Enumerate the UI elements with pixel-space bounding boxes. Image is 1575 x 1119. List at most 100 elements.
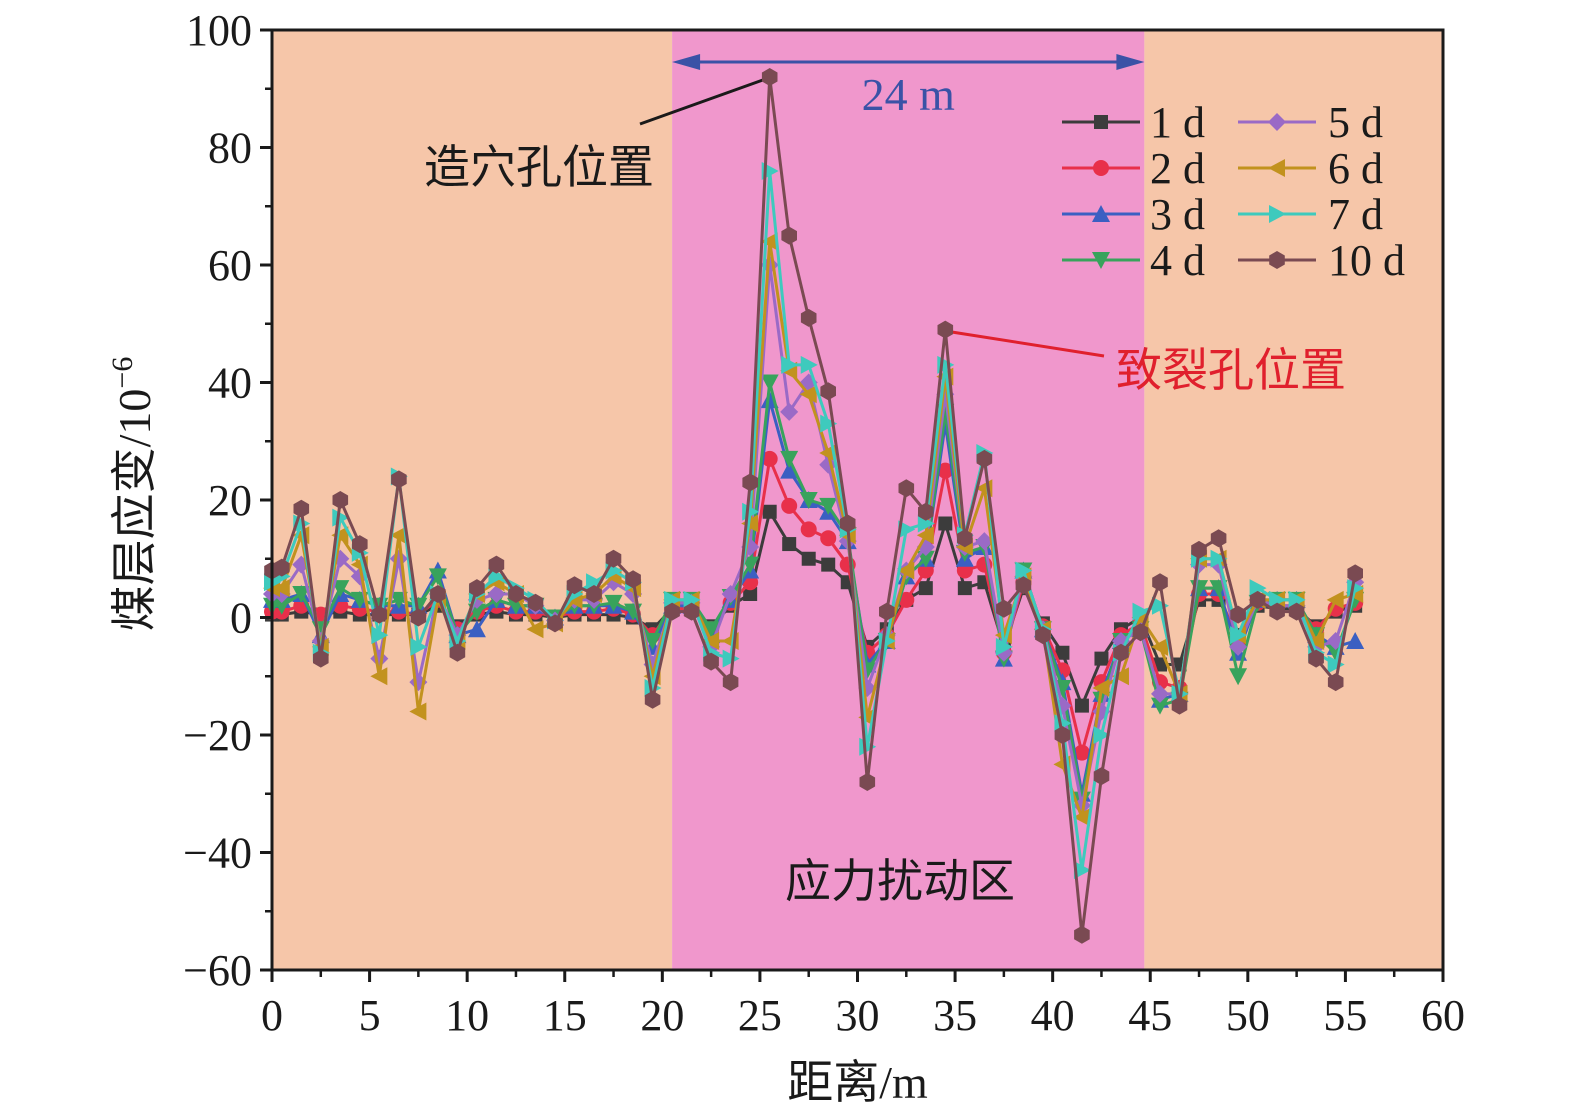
axis-ticks: 0 5 10 15 20 25 30 35 40 45 50 55 60 −60 −40 −20 0 20 40 60… bbox=[183, 6, 1465, 1040]
point-7-28 bbox=[800, 308, 817, 327]
point-6-28 bbox=[800, 355, 818, 374]
zone-label: 应力扰动区 bbox=[785, 856, 1015, 907]
point-6-51 bbox=[1249, 579, 1267, 598]
point-6-49 bbox=[1210, 549, 1228, 568]
point-7-42 bbox=[1074, 925, 1090, 944]
point-0-43 bbox=[1094, 651, 1109, 666]
point-7-39 bbox=[1015, 576, 1032, 595]
point-7-54 bbox=[1308, 649, 1324, 668]
point-3-50 bbox=[1229, 668, 1248, 686]
point-6-52 bbox=[1269, 590, 1287, 609]
region-2 bbox=[1144, 30, 1443, 970]
x-tick-label: 25 bbox=[738, 991, 782, 1040]
point-1-29 bbox=[820, 530, 837, 547]
point-0-28 bbox=[801, 551, 816, 566]
legend-item-6: 7 d bbox=[1238, 190, 1383, 239]
legend-item-7: 10 d bbox=[1238, 236, 1405, 285]
point-2-56 bbox=[1346, 632, 1365, 649]
point-7-46 bbox=[1152, 573, 1168, 592]
point-6-33 bbox=[898, 520, 916, 539]
span-label: 24 m bbox=[862, 69, 956, 120]
legend-label: 7 d bbox=[1328, 190, 1383, 239]
legend-swatch-marker bbox=[1269, 205, 1286, 223]
point-7-44 bbox=[1113, 643, 1129, 662]
point-7-36 bbox=[957, 529, 973, 548]
point-0-36 bbox=[957, 581, 972, 596]
point-7-49 bbox=[1210, 529, 1227, 548]
point-7-50 bbox=[1230, 605, 1246, 624]
point-6-46 bbox=[1152, 596, 1170, 615]
legend-label: 1 d bbox=[1150, 98, 1205, 147]
point-7-47 bbox=[1171, 696, 1188, 715]
point-5-1 bbox=[272, 579, 290, 598]
legend-item-5: 6 d bbox=[1238, 144, 1383, 193]
point-7-3 bbox=[313, 649, 329, 668]
x-tick-label: 5 bbox=[359, 991, 381, 1040]
point-1-33 bbox=[898, 591, 915, 608]
point-7-29 bbox=[820, 382, 836, 401]
point-7-45 bbox=[1132, 623, 1149, 642]
point-7-37 bbox=[976, 449, 993, 468]
annotation-text: 24 m 造穴孔位置 致裂孔位置 应力扰动区 bbox=[424, 69, 1346, 907]
point-7-35 bbox=[937, 320, 954, 339]
point-6-39 bbox=[1015, 561, 1033, 580]
point-7-56 bbox=[1347, 564, 1363, 583]
point-5-44 bbox=[1111, 667, 1129, 686]
point-5-43 bbox=[1092, 679, 1110, 697]
point-3-29 bbox=[819, 497, 838, 515]
point-7-27 bbox=[781, 226, 797, 245]
point-7-31 bbox=[859, 773, 876, 791]
x-tick-label: 55 bbox=[1323, 991, 1367, 1040]
point-7-40 bbox=[1035, 626, 1051, 645]
point-7-38 bbox=[996, 599, 1012, 618]
point-6-27 bbox=[781, 355, 799, 374]
y-tick-label: 40 bbox=[208, 359, 252, 408]
y-axis-title-text: 煤层应变/10 bbox=[109, 389, 160, 632]
x-tick-label: 35 bbox=[933, 991, 977, 1040]
point-6-22 bbox=[683, 590, 701, 609]
y-tick-label: −40 bbox=[183, 829, 252, 878]
legend-label: 2 d bbox=[1150, 144, 1205, 193]
region-1 bbox=[672, 30, 1145, 970]
span-arrowhead-right bbox=[1116, 54, 1145, 70]
point-1-28 bbox=[800, 521, 817, 538]
point-7-30 bbox=[839, 514, 856, 533]
point-7-7 bbox=[391, 470, 407, 489]
x-tick-label: 10 bbox=[445, 991, 489, 1040]
point-7-22 bbox=[683, 602, 700, 621]
point-5-33 bbox=[897, 561, 915, 580]
point-5-7 bbox=[389, 526, 407, 545]
point-5-54 bbox=[1307, 632, 1325, 650]
point-5-34 bbox=[916, 526, 934, 545]
point-6-8 bbox=[410, 637, 428, 656]
series-7 bbox=[264, 68, 1363, 944]
point-3-1 bbox=[272, 597, 291, 615]
point-0-25 bbox=[743, 587, 758, 601]
point-7-43 bbox=[1093, 767, 1110, 786]
legend-swatch-marker bbox=[1093, 160, 1109, 176]
point-0-42 bbox=[1074, 698, 1089, 713]
point-5-8 bbox=[409, 702, 427, 721]
point-6-45 bbox=[1132, 602, 1150, 621]
point-1-26 bbox=[761, 450, 778, 467]
point-3-4 bbox=[331, 580, 350, 598]
legend-swatch-marker bbox=[1268, 159, 1285, 177]
y-tick-label: 20 bbox=[208, 476, 252, 525]
cave-hole-label: 造穴孔位置 bbox=[424, 142, 654, 193]
point-7-26 bbox=[761, 68, 778, 86]
x-tick-label: 50 bbox=[1226, 991, 1270, 1040]
point-7-21 bbox=[664, 602, 680, 621]
series-layer bbox=[263, 68, 1365, 944]
x-tick-label: 0 bbox=[261, 991, 283, 1040]
point-6-55 bbox=[1327, 655, 1345, 674]
point-3-28 bbox=[799, 492, 818, 509]
point-5-42 bbox=[1072, 808, 1090, 827]
legend-label: 6 d bbox=[1328, 144, 1383, 193]
annotation-lines bbox=[639, 54, 1145, 358]
point-4-50 bbox=[1229, 637, 1248, 656]
y-tick-label: −60 bbox=[183, 946, 252, 995]
point-5-46 bbox=[1151, 637, 1169, 656]
point-6-38 bbox=[995, 637, 1013, 656]
point-7-20 bbox=[644, 690, 661, 709]
